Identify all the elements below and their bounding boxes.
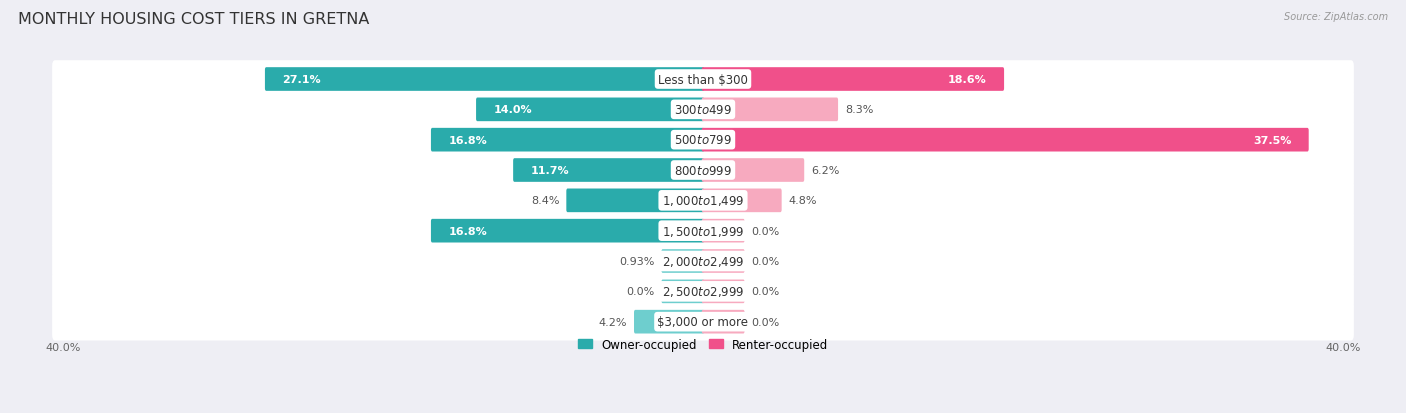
FancyBboxPatch shape — [634, 310, 704, 334]
Text: $2,000 to $2,499: $2,000 to $2,499 — [662, 254, 744, 268]
Text: MONTHLY HOUSING COST TIERS IN GRETNA: MONTHLY HOUSING COST TIERS IN GRETNA — [18, 12, 370, 27]
FancyBboxPatch shape — [430, 128, 704, 152]
FancyBboxPatch shape — [567, 189, 704, 213]
FancyBboxPatch shape — [702, 128, 1309, 152]
Text: 16.8%: 16.8% — [449, 135, 486, 145]
Text: 4.2%: 4.2% — [599, 317, 627, 327]
FancyBboxPatch shape — [264, 68, 704, 92]
FancyBboxPatch shape — [52, 212, 1354, 250]
Text: 11.7%: 11.7% — [530, 166, 569, 176]
FancyBboxPatch shape — [52, 303, 1354, 341]
Text: 40.0%: 40.0% — [1326, 343, 1361, 353]
Text: 4.8%: 4.8% — [789, 196, 817, 206]
FancyBboxPatch shape — [52, 242, 1354, 280]
FancyBboxPatch shape — [702, 280, 745, 304]
FancyBboxPatch shape — [52, 152, 1354, 189]
Text: $800 to $999: $800 to $999 — [673, 164, 733, 177]
Text: 16.8%: 16.8% — [449, 226, 486, 236]
Text: 6.2%: 6.2% — [811, 166, 839, 176]
FancyBboxPatch shape — [52, 273, 1354, 311]
Text: $1,500 to $1,999: $1,500 to $1,999 — [662, 224, 744, 238]
FancyBboxPatch shape — [702, 68, 1004, 92]
FancyBboxPatch shape — [52, 121, 1354, 159]
Text: 0.0%: 0.0% — [751, 317, 779, 327]
Text: $2,500 to $2,999: $2,500 to $2,999 — [662, 285, 744, 299]
Text: 18.6%: 18.6% — [948, 75, 987, 85]
Text: $300 to $499: $300 to $499 — [673, 104, 733, 116]
Text: 14.0%: 14.0% — [494, 105, 531, 115]
FancyBboxPatch shape — [702, 310, 745, 334]
Text: Less than $300: Less than $300 — [658, 74, 748, 86]
Legend: Owner-occupied, Renter-occupied: Owner-occupied, Renter-occupied — [572, 333, 834, 356]
Text: 8.4%: 8.4% — [531, 196, 560, 206]
FancyBboxPatch shape — [52, 182, 1354, 220]
Text: 27.1%: 27.1% — [283, 75, 321, 85]
FancyBboxPatch shape — [52, 61, 1354, 99]
Text: Source: ZipAtlas.com: Source: ZipAtlas.com — [1284, 12, 1388, 22]
FancyBboxPatch shape — [52, 91, 1354, 129]
FancyBboxPatch shape — [513, 159, 704, 183]
FancyBboxPatch shape — [702, 219, 745, 243]
FancyBboxPatch shape — [702, 159, 804, 183]
FancyBboxPatch shape — [477, 98, 704, 122]
Text: $500 to $799: $500 to $799 — [673, 134, 733, 147]
FancyBboxPatch shape — [430, 219, 704, 243]
FancyBboxPatch shape — [661, 249, 704, 273]
Text: 0.93%: 0.93% — [619, 256, 655, 266]
Text: $1,000 to $1,499: $1,000 to $1,499 — [662, 194, 744, 208]
Text: 37.5%: 37.5% — [1253, 135, 1291, 145]
Text: 0.0%: 0.0% — [751, 256, 779, 266]
FancyBboxPatch shape — [661, 280, 704, 304]
Text: 0.0%: 0.0% — [751, 287, 779, 297]
Text: 0.0%: 0.0% — [627, 287, 655, 297]
Text: 0.0%: 0.0% — [751, 226, 779, 236]
FancyBboxPatch shape — [702, 189, 782, 213]
Text: 8.3%: 8.3% — [845, 105, 873, 115]
FancyBboxPatch shape — [702, 98, 838, 122]
Text: $3,000 or more: $3,000 or more — [658, 316, 748, 328]
Text: 40.0%: 40.0% — [45, 343, 80, 353]
FancyBboxPatch shape — [702, 249, 745, 273]
